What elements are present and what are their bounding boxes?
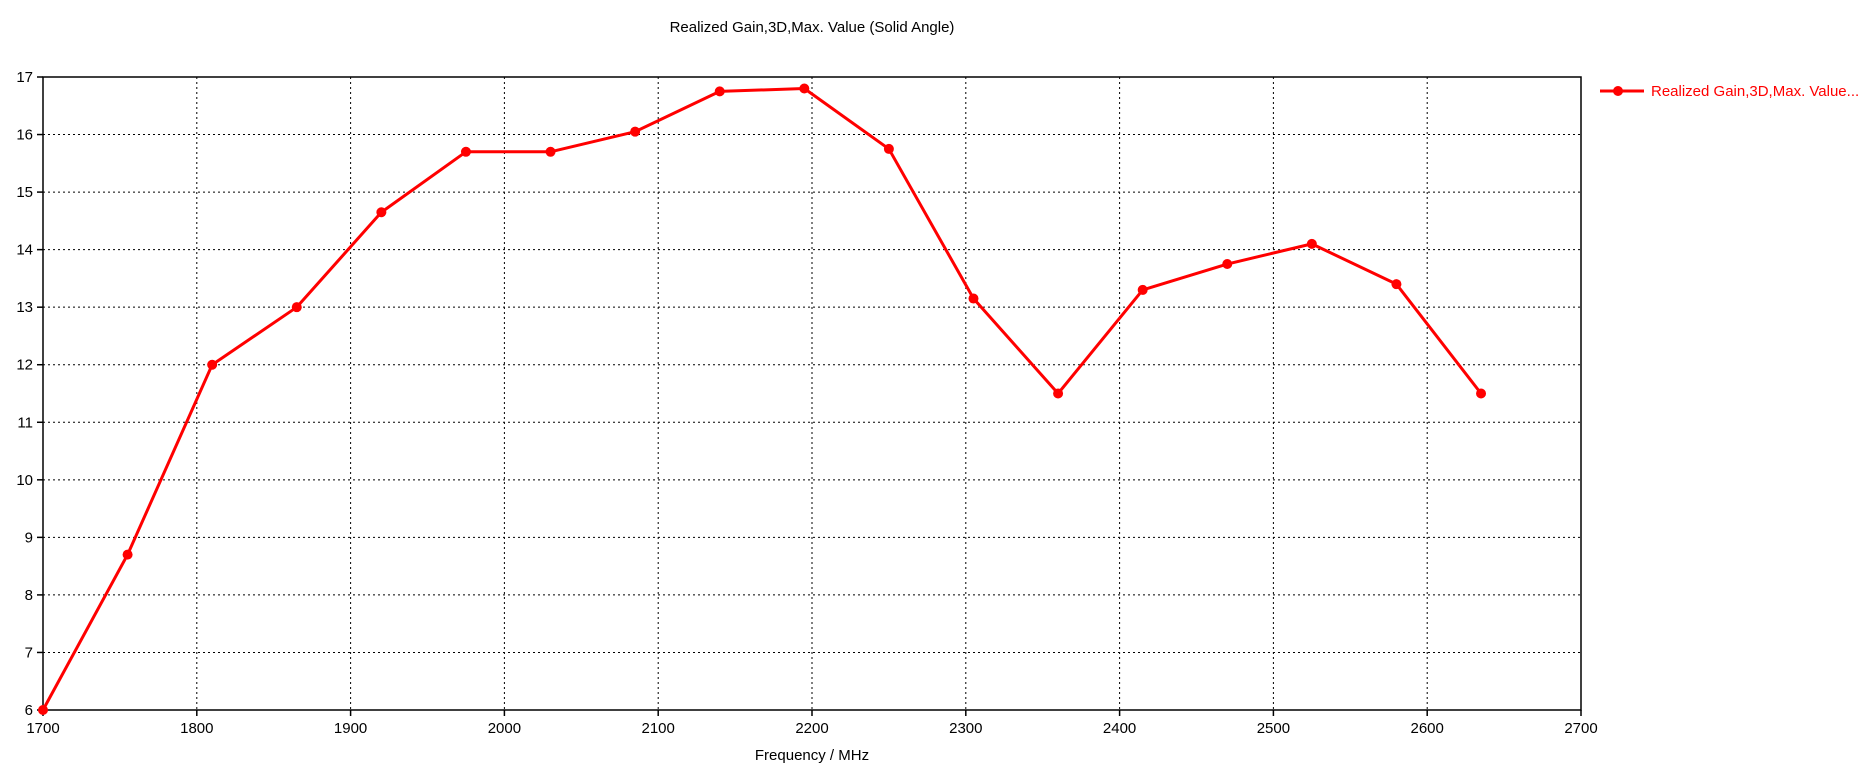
y-tick-label: 15 [16, 184, 33, 201]
data-point-marker [883, 143, 894, 154]
legend-marker-icon [1600, 86, 1644, 96]
x-tick-label: 2100 [642, 720, 675, 737]
x-tick-label: 2600 [1411, 720, 1444, 737]
x-tick-label: 2500 [1257, 720, 1290, 737]
data-point-marker [714, 86, 725, 97]
x-axis-title: Frequency / MHz [754, 747, 870, 764]
x-tick-label: 1700 [26, 720, 59, 737]
data-point-marker [630, 126, 641, 137]
x-tick-label: 2700 [1564, 720, 1597, 737]
chart-title: Realized Gain,3D,Max. Value (Solid Angle… [669, 19, 955, 36]
data-point-marker [799, 83, 810, 94]
y-tick-label: 6 [25, 702, 33, 719]
y-tick-label: 14 [16, 242, 33, 259]
x-tick-label: 1800 [180, 720, 213, 737]
data-point-marker [968, 293, 979, 304]
x-tick-label: 2400 [1103, 720, 1136, 737]
data-point-marker [1476, 388, 1487, 399]
legend-item-label: Realized Gain,3D,Max. Value... [1651, 82, 1860, 100]
y-tick-label: 16 [16, 127, 33, 144]
y-tick-label: 8 [25, 587, 33, 604]
data-point-marker [545, 146, 556, 157]
data-point-marker [1222, 259, 1233, 270]
legend: Realized Gain,3D,Max. Value... [1600, 82, 1860, 100]
x-tick-label: 2000 [488, 720, 521, 737]
data-point-marker [38, 705, 48, 715]
x-tick-label: 2300 [949, 720, 982, 737]
y-tick-label: 9 [25, 529, 33, 546]
data-point-marker [1053, 388, 1064, 399]
data-point-marker [291, 302, 302, 313]
x-tick-label: 1900 [334, 720, 367, 737]
data-point-marker [376, 207, 387, 218]
series-line [41, 87, 1483, 712]
y-tick-label: 11 [17, 414, 33, 431]
data-point-marker [1391, 279, 1402, 290]
y-tick-label: 17 [16, 69, 33, 86]
y-tick-label: 7 [25, 644, 33, 661]
data-point-marker [1137, 284, 1148, 295]
y-tick-label: 13 [16, 299, 33, 316]
data-point-marker [1306, 238, 1317, 249]
y-tick-label: 12 [16, 357, 33, 374]
y-tick-label: 10 [16, 472, 33, 489]
x-tick-label: 2200 [795, 720, 828, 737]
data-point-marker [207, 359, 218, 370]
data-point-marker [460, 146, 471, 157]
data-point-marker [122, 549, 133, 560]
